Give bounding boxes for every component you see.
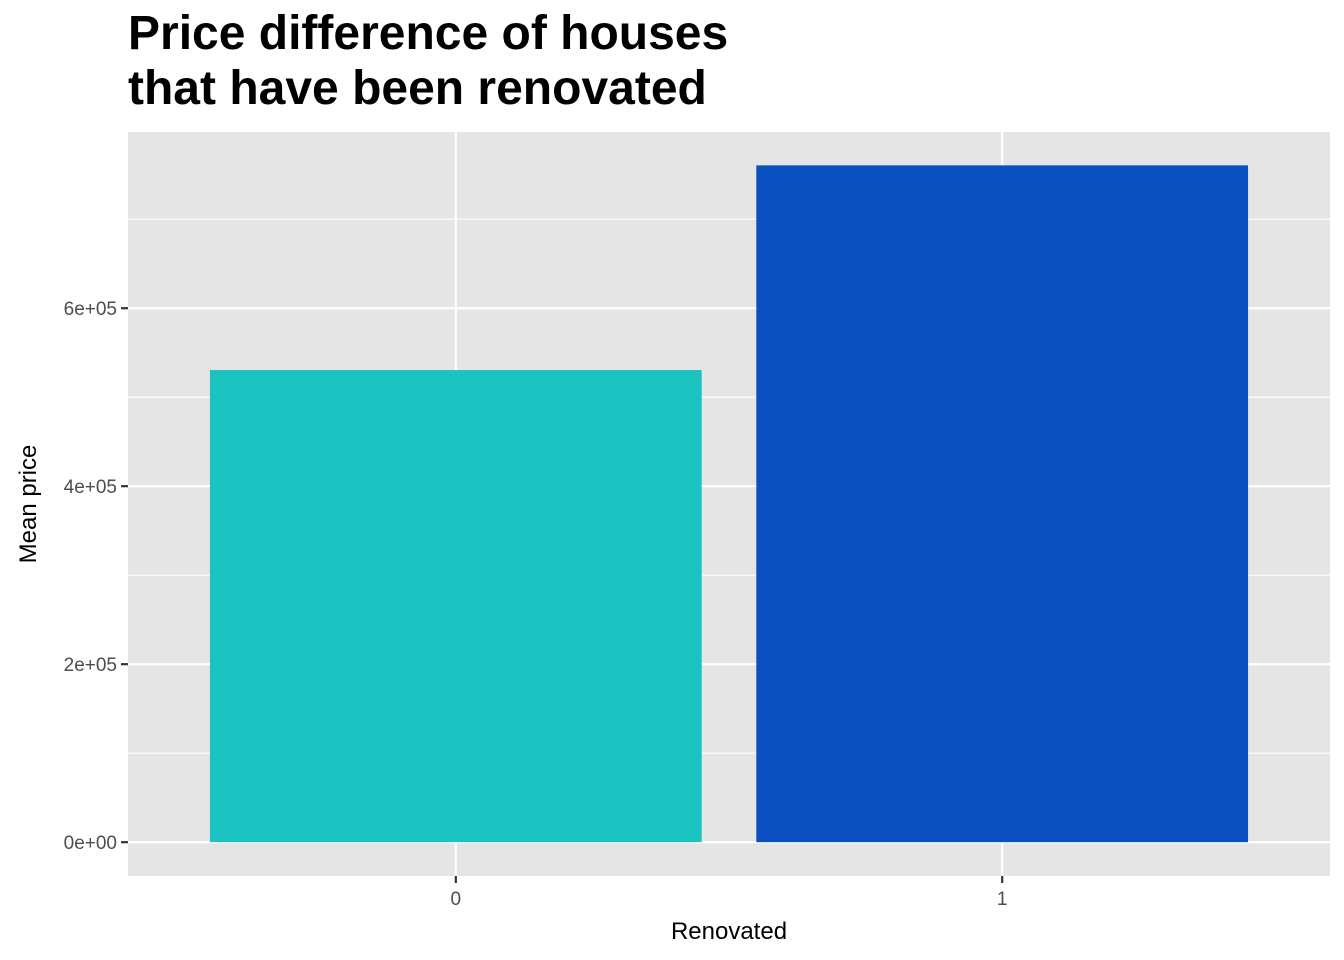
chart-title-line-2: that have been renovated (128, 62, 707, 115)
bar-renovated-1 (756, 165, 1249, 843)
x-axis-title: Renovated (671, 918, 787, 945)
x-tick-label: 0 (451, 889, 462, 910)
y-tick-label: 6e+05 (64, 299, 117, 320)
x-tick-label: 1 (997, 889, 1008, 910)
y-tick-label: 4e+05 (64, 477, 117, 498)
bars (209, 165, 1249, 843)
chart-title-line-1: Price difference of houses (128, 7, 729, 60)
y-tick-label: 0e+00 (64, 833, 117, 854)
y-axis: 0e+00 2e+05 4e+05 6e+05 (64, 299, 128, 854)
y-tick-label: 2e+05 (64, 655, 117, 676)
chart-title: Price difference of houses that have bee… (128, 6, 728, 116)
bar-renovated-0 (209, 370, 702, 843)
y-axis-title: Mean price (15, 445, 42, 564)
